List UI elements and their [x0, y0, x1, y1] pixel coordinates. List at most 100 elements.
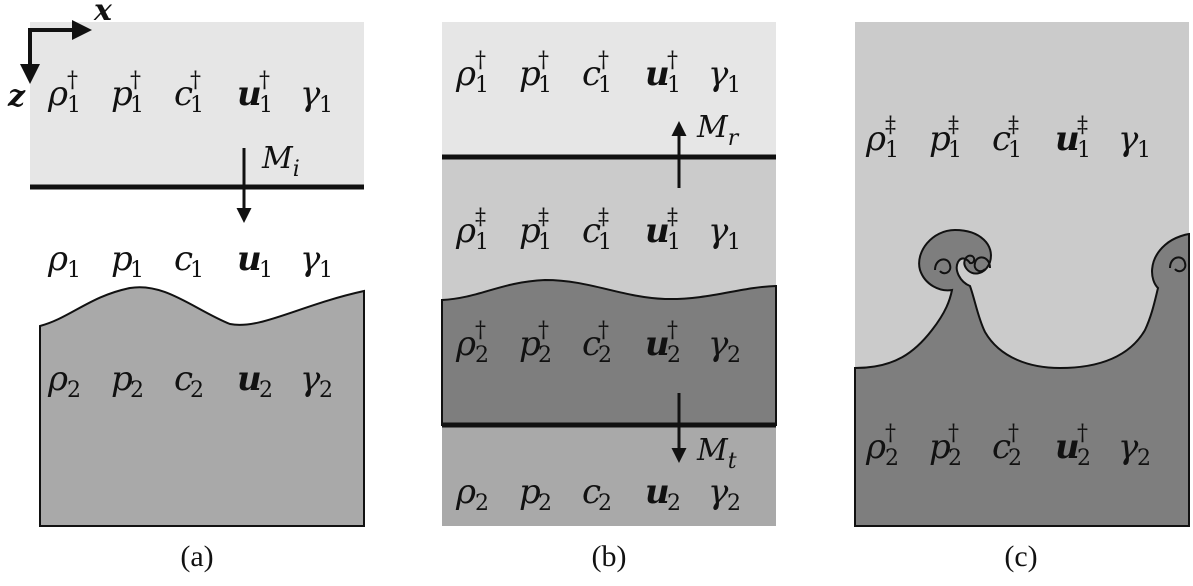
subscript: 1	[1077, 138, 1091, 163]
sound-speed-symbol: c1†	[174, 68, 204, 118]
subscript: 1	[319, 93, 333, 118]
svg-text:ρ: ρ	[47, 359, 68, 399]
panel-b-caption: (b)	[592, 540, 627, 573]
svg-text:u: u	[1055, 427, 1080, 467]
svg-text:p: p	[929, 427, 951, 467]
pressure-symbol: p1‡	[519, 205, 552, 255]
subscript: 1	[667, 230, 681, 255]
pressure-symbol: p2†	[929, 421, 962, 471]
panel-b-top-region	[442, 22, 776, 157]
velocity-symbol: u1	[237, 239, 273, 283]
superscript: ‡	[598, 205, 609, 230]
gamma-symbol: γ1	[300, 239, 333, 283]
superscript: ‡	[667, 205, 678, 230]
velocity-symbol: u1‡	[1055, 113, 1091, 163]
panel-b-row-1: ρ 1† p1† c1† u1† γ1	[455, 48, 741, 98]
sound-speed-symbol: c1‡	[582, 205, 612, 255]
superscript: †	[475, 318, 486, 343]
subscript: 1	[319, 258, 333, 283]
panel-c-row-2: ρ 2† p2† c2† u2† γ2	[865, 421, 1151, 471]
svg-text:γ: γ	[708, 472, 729, 512]
subscript: 2	[538, 491, 552, 516]
density-symbol: ρ 1‡	[455, 205, 489, 255]
panel-a: Mi x z ρ 1† p1† c1† u1† γ1 ρ 1 p1 c1 u1 γ1 ρ 2 p2 c2 u…	[7, 0, 365, 573]
subscript: 2	[885, 446, 899, 471]
superscript: ‡	[475, 205, 486, 230]
gamma-symbol: γ1	[708, 211, 741, 255]
svg-text:γ: γ	[1118, 427, 1139, 467]
subscript: 1	[259, 93, 273, 118]
subscript: 2	[727, 491, 741, 516]
pressure-symbol: p2†	[519, 318, 552, 368]
svg-text:u: u	[237, 239, 262, 279]
subscript: 2	[948, 446, 962, 471]
superscript: †	[598, 48, 609, 73]
svg-text:Mi: Mi	[261, 141, 300, 182]
svg-text:c: c	[992, 427, 1011, 467]
subscript: 1	[598, 230, 612, 255]
panel-a-lower-region	[39, 286, 365, 527]
superscript: †	[475, 48, 486, 73]
svg-text:u: u	[645, 472, 670, 512]
svg-text:p: p	[519, 324, 541, 364]
superscript: †	[1008, 421, 1019, 446]
svg-text:u: u	[645, 324, 670, 364]
subscript: 2	[1008, 446, 1022, 471]
panel-c-row-1: ρ 1‡ p1‡ c1‡ u1‡ γ1	[865, 113, 1151, 163]
subscript: 1	[130, 93, 144, 118]
mach-symbol: M	[261, 141, 294, 176]
svg-text:γ: γ	[300, 359, 321, 399]
superscript: †	[538, 48, 549, 73]
svg-text:p: p	[519, 472, 541, 512]
density-symbol: ρ 2†	[455, 318, 489, 368]
subscript: 1	[190, 258, 204, 283]
svg-text:p: p	[519, 54, 541, 94]
gamma-symbol: γ1	[1118, 119, 1151, 163]
panel-b-row-4: ρ 2 p2 c2 u2 γ2	[455, 472, 741, 516]
svg-text:u: u	[237, 74, 262, 114]
superscript: ‡	[1077, 113, 1088, 138]
subscript: 1	[67, 93, 81, 118]
panel-a-row-3: ρ 2 p2 c2 u2 γ2	[47, 359, 333, 403]
superscript: †	[190, 68, 201, 93]
svg-text:c: c	[582, 324, 601, 364]
svg-text:c: c	[582, 472, 601, 512]
velocity-symbol: u2†	[645, 318, 681, 368]
subscript: 1	[1008, 138, 1022, 163]
svg-text:p: p	[111, 74, 133, 114]
subscript: 1	[727, 73, 741, 98]
panel-b: Mr Mt ρ 1† p1† c1† u1† γ1 ρ 1‡ p1‡ c1‡ u1‡ γ1 ρ 2† p…	[441, 22, 777, 573]
subscript: 1	[538, 73, 552, 98]
subscript: 1	[190, 93, 204, 118]
sound-speed-symbol: c1	[174, 239, 204, 283]
svg-text:γ: γ	[300, 74, 321, 114]
svg-text:c: c	[582, 211, 601, 251]
svg-text:c: c	[174, 359, 193, 399]
subscript: 2	[667, 343, 681, 368]
sound-speed-symbol: c1†	[582, 48, 612, 98]
svg-text:c: c	[174, 239, 193, 279]
panel-c-caption: (c)	[1004, 540, 1037, 573]
subscript: 1	[948, 138, 962, 163]
svg-text:p: p	[519, 211, 541, 251]
svg-text:p: p	[929, 119, 951, 159]
sound-speed-symbol: c2	[582, 472, 612, 516]
panel-a-row-2: ρ 1 p1 c1 u1 γ1	[47, 239, 333, 283]
density-symbol: ρ 2†	[865, 421, 899, 471]
subscript: 1	[259, 258, 273, 283]
panel-c-lower-region	[854, 228, 1190, 527]
svg-text:c: c	[992, 119, 1011, 159]
subscript: 1	[130, 258, 144, 283]
superscript: †	[67, 68, 78, 93]
svg-text:u: u	[1055, 119, 1080, 159]
gamma-symbol: γ2	[708, 472, 741, 516]
superscript: †	[667, 48, 678, 73]
velocity-symbol: u2	[237, 359, 273, 403]
superscript: †	[259, 68, 270, 93]
sound-speed-symbol: c2	[174, 359, 204, 403]
sound-speed-symbol: c2†	[582, 318, 612, 368]
density-symbol: ρ 1†	[455, 48, 489, 98]
superscript: †	[885, 421, 896, 446]
svg-text:p: p	[111, 359, 133, 399]
